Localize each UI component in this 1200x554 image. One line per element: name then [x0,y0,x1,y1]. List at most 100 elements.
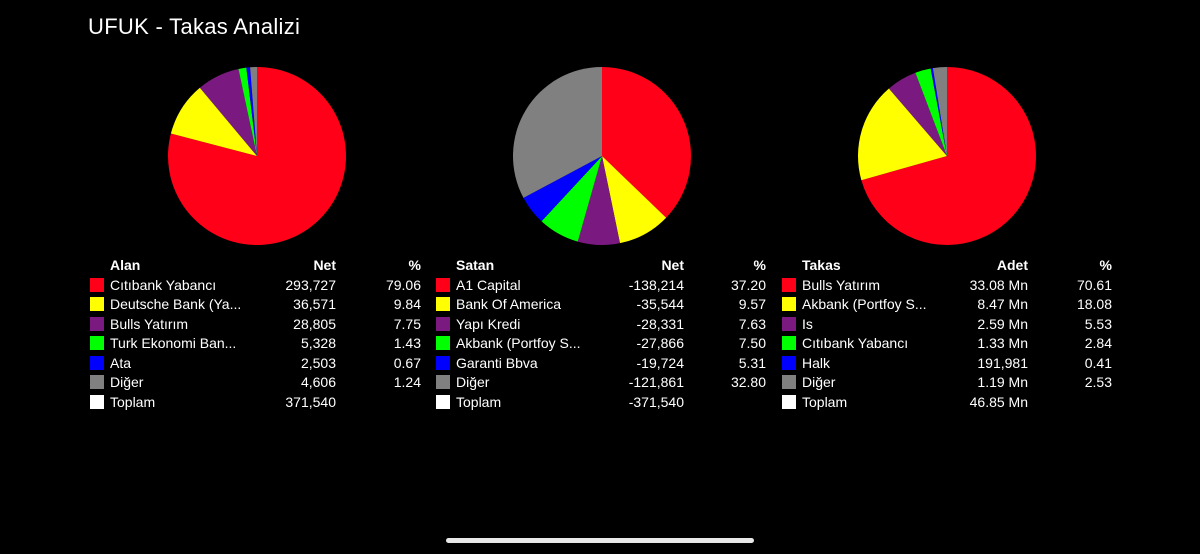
legend-swatch [436,336,450,350]
legend-row: A1 Capital -138,214 37.20 [436,276,766,296]
legend-row: Akbank (Portfoy S... 8.47 Mn 18.08 [782,295,1112,315]
legend-swatch [782,394,796,409]
legend-row: Yapı Kredi -28,331 7.63 [436,315,766,335]
legend-swatch [782,375,796,389]
pie-slice-3 [577,156,620,245]
legend-label: Bulls Yatırım [802,276,881,293]
legend-row: Diğer -121,861 32.80 [436,373,766,393]
legend-row: Bulls Yatırım 33.08 Mn 70.61 [782,276,1112,296]
legend-row: Diğer 4,606 1.24 [90,373,421,393]
legend-swatch [90,277,104,292]
legend-net-value: 2,503 [300,354,336,371]
home-indicator[interactable] [446,538,754,543]
legend-net-value: 8.47 Mn [977,296,1028,312]
legend-label: Yapı Kredi [456,315,521,332]
pie-slice-5 [523,156,602,222]
column-header-name: Takas [802,257,841,273]
legend-pct-value: 9.84 [393,296,421,312]
legend-label: Halk [802,354,831,371]
legend-label: Toplam [802,393,848,410]
column-header-net: Net [661,257,684,273]
legend-swatch [90,316,104,331]
legend-net-value: 36,571 [293,296,336,312]
legend-label: Cıtıbank Yabancı [110,276,217,293]
legend-pct-value: 37.20 [730,276,766,293]
pie-slice-1 [861,67,1036,245]
legend-label: Bulls Yatırım [110,315,189,332]
column-header-net: Net [313,257,336,273]
legend-label: Turk Ekonomi Ban... [110,335,237,351]
legend-row: Bulls Yatırım 28,805 7.75 [90,315,421,335]
legend-label: Deutsche Bank (Ya... [110,296,242,312]
legend-label: Ata [110,354,132,371]
legend-row: Turk Ekonomi Ban... 5,328 1.43 [90,334,421,354]
pie-slice-6 [932,67,947,156]
legend-label: Bank Of America [456,296,562,312]
legend-row: Cıtıbank Yabancı 293,727 79.06 [90,276,421,296]
legend-swatch [436,277,450,292]
pie-slice-4 [915,68,947,156]
legend-net-value: 293,727 [285,276,336,293]
legend-label: Garanti Bbva [456,354,538,371]
pie-slice-6 [250,67,257,156]
legend-swatch [782,316,796,331]
pie-slice-2 [857,88,947,181]
legend-swatch [436,355,450,370]
legend-swatch [782,336,796,350]
legend-swatch [90,336,104,350]
legend-header: Alan Net% [90,256,421,276]
legend-total-row: Toplam 46.85 Mn [782,393,1112,413]
legend-net-value: -28,331 [636,315,684,332]
legend-header: Satan Net% [436,256,766,276]
legend-net-value: 33.08 Mn [969,276,1028,293]
legend-table-1: Alan Net% Cıtıbank Yabancı 293,727 79.06 Deut… [90,256,421,412]
legend-label: Is [802,315,813,332]
legend-total-row: Toplam 371,540 [90,393,421,413]
legend-row: Garanti Bbva -19,724 5.31 [436,354,766,374]
legend-table-2: Satan Net% A1 Capital -138,214 37.20 Bank Of … [436,256,766,412]
pie-slice-1 [167,67,346,245]
legend-swatch [782,355,796,370]
legend-label: A1 Capital [456,276,521,293]
legend-pct-value: 70.61 [1076,276,1112,293]
pie-slice-5 [246,67,257,156]
legend-row: Deutsche Bank (Ya... 36,571 9.84 [90,295,421,315]
column-header-pct: % [408,257,421,273]
legend-net-value: -138,214 [628,276,684,293]
legend-label: Cıtıbank Yabancı [802,335,909,351]
legend-pct-value: 7.63 [738,315,766,332]
legend-row: Diğer 1.19 Mn 2.53 [782,373,1112,393]
legend-label: Akbank (Portfoy S... [456,335,581,351]
legend-label: Diğer [110,374,144,390]
page-title: UFUK - Takas Analizi [88,14,301,39]
legend-table-3: Takas Adet% Bulls Yatırım 33.08 Mn 70.61 Akba… [782,256,1112,412]
legend-pct-value: 7.50 [738,335,766,351]
legend-swatch [782,277,796,292]
legend-label: Toplam [456,393,502,410]
legend-net-value: -371,540 [628,393,684,410]
legend-pct-value: 5.31 [738,354,766,371]
column-header-pct: % [753,257,766,273]
legend-label: Diğer [456,374,490,390]
legend-swatch [436,394,450,409]
pie-slice-4 [238,67,257,156]
legend-net-value: -27,866 [636,335,684,351]
pie-chart-2 [512,67,691,245]
legend-pct-value: 79.06 [385,276,421,293]
pie-slice-2 [170,87,257,156]
legend-pct-value: 0.41 [1084,354,1112,371]
legend-label: Toplam [110,393,156,410]
pie-slice-1 [602,67,691,218]
legend-header: Takas Adet% [782,256,1112,276]
legend-row: Halk 191,981 0.41 [782,354,1112,374]
legend-net-value: -35,544 [636,296,684,312]
legend-pct-value: 1.43 [393,335,421,351]
legend-swatch [90,297,104,311]
legend-net-value: 46.85 Mn [969,393,1028,410]
legend-pct-value: 2.53 [1084,374,1112,390]
pie-slice-5 [930,68,947,156]
legend-net-value: 28,805 [293,315,336,332]
legend-label: Diğer [802,374,836,390]
pie-chart-3 [857,67,1036,245]
legend-net-value: 4,606 [300,374,336,390]
